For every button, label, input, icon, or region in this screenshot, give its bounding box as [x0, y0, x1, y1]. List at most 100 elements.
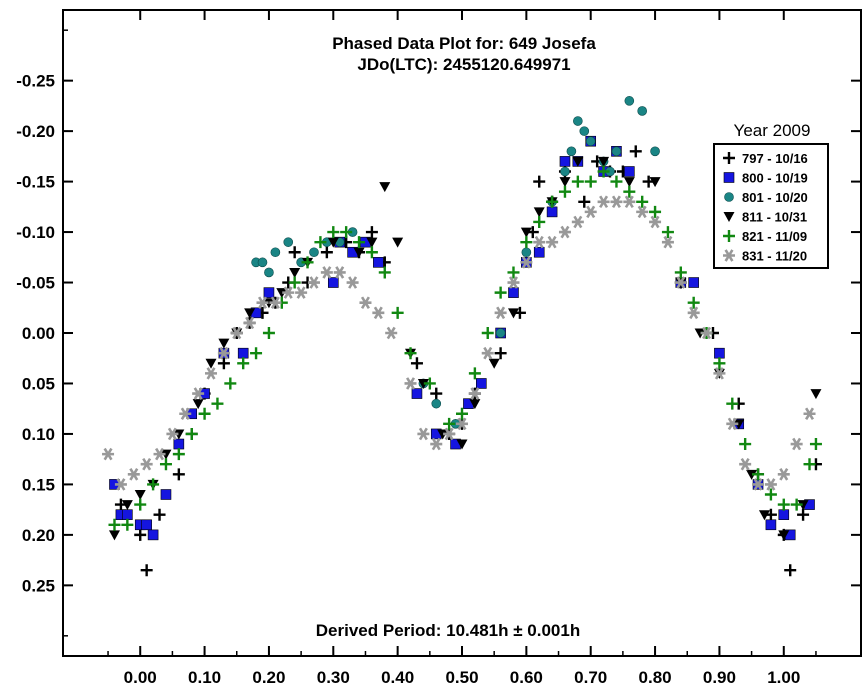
- data-point: [289, 267, 301, 278]
- data-point: [507, 276, 520, 289]
- data-point: [134, 528, 147, 541]
- data-point: [777, 498, 790, 511]
- data-point: [237, 357, 250, 370]
- data-point: [508, 287, 519, 298]
- data-point: [256, 296, 269, 309]
- data-point: [333, 266, 346, 279]
- legend-label: 801 - 10/20: [742, 190, 808, 205]
- data-point: [379, 182, 391, 193]
- data-point: [237, 347, 249, 359]
- data-point: [572, 156, 584, 167]
- data-point: [481, 327, 494, 339]
- data-point: [262, 327, 275, 339]
- x-tick-label: 0.40: [381, 668, 414, 687]
- data-point: [102, 447, 115, 461]
- legend-label: 800 - 10/19: [742, 171, 808, 186]
- data-point: [288, 276, 301, 289]
- data-point: [469, 399, 481, 410]
- data-point: [353, 236, 366, 249]
- data-point: [456, 407, 468, 420]
- data-point: [687, 306, 700, 320]
- data-point: [121, 518, 134, 531]
- y-tick-label: -0.15: [16, 173, 55, 192]
- x-tick-label: 0.80: [639, 668, 672, 687]
- x-tick-label: 0.10: [188, 668, 221, 687]
- x-tick-label: 1.00: [767, 668, 800, 687]
- axis-ticks: 0.00 0.10 0.20 0.30 0.40 0.50 0.60 0.70 0.80 0.90…: [16, 10, 861, 687]
- data-point: [365, 246, 378, 259]
- x-tick-label: 0.00: [124, 668, 157, 687]
- data-point: [611, 146, 622, 157]
- data-point: [404, 377, 417, 390]
- data-point: [314, 236, 327, 249]
- data-point: [579, 126, 590, 136]
- data-point: [173, 438, 185, 450]
- data-point: [764, 478, 777, 491]
- y-tick-label: 0.15: [22, 475, 55, 494]
- data-point: [456, 439, 468, 450]
- data-point: [147, 478, 160, 491]
- data-point: [230, 326, 243, 340]
- data-point: [559, 177, 571, 188]
- data-point: [764, 488, 777, 501]
- data-point: [571, 175, 584, 188]
- data-point: [359, 296, 372, 309]
- data-point: [288, 246, 301, 259]
- legend-label: 797 - 10/16: [742, 151, 808, 166]
- data-point: [391, 306, 404, 319]
- data-point: [172, 448, 185, 461]
- data-point: [623, 185, 636, 198]
- y-tick-label: -0.20: [16, 122, 55, 141]
- data-point: [264, 267, 274, 278]
- data-point: [713, 367, 726, 380]
- data-point: [520, 227, 532, 238]
- data-point: [153, 508, 166, 521]
- data-point: [160, 489, 172, 500]
- data-point: [205, 358, 217, 369]
- data-point: [624, 96, 635, 106]
- data-point: [739, 438, 752, 451]
- data-point: [353, 247, 365, 258]
- data-point: [521, 247, 532, 258]
- data-point: [790, 437, 803, 451]
- data-point: [733, 419, 745, 430]
- plot-frame: [62, 9, 862, 657]
- data-point: [166, 427, 179, 441]
- data-point: [417, 378, 429, 389]
- data-point: [121, 500, 133, 511]
- data-point: [218, 338, 230, 349]
- data-point: [629, 145, 642, 158]
- data-point: [585, 136, 596, 147]
- data-point: [507, 308, 519, 319]
- data-point: [108, 518, 121, 531]
- legend-marker: [723, 172, 735, 183]
- data-point: [778, 530, 790, 541]
- data-point: [558, 225, 571, 239]
- y-tick-label: 0.25: [22, 576, 55, 595]
- data-point: [649, 205, 662, 218]
- derived-period-label: Derived Period: 10.481h ± 0.001h: [316, 621, 580, 640]
- data-point: [327, 226, 340, 239]
- data-point: [456, 417, 468, 431]
- x-tick-label: 0.20: [252, 668, 285, 687]
- data-point: [283, 237, 294, 247]
- data-point: [127, 468, 140, 481]
- data-point: [546, 235, 559, 249]
- x-tick-label: 0.60: [510, 668, 543, 687]
- data-point: [431, 398, 442, 409]
- data-point: [468, 367, 481, 380]
- data-point: [546, 195, 559, 208]
- data-point: [558, 185, 571, 198]
- data-point: [624, 166, 635, 177]
- y-tick-label: -0.10: [16, 223, 55, 242]
- data-point: [309, 247, 319, 258]
- y-tick-label: 0.20: [22, 526, 55, 545]
- y-tick-label: 0.05: [22, 374, 55, 393]
- data-point: [224, 377, 237, 390]
- data-point: [185, 427, 198, 440]
- data-point: [726, 417, 739, 431]
- data-point: [192, 387, 205, 400]
- data-point: [263, 287, 275, 298]
- y-tick-label: -0.05: [16, 274, 55, 293]
- data-point: [173, 429, 185, 440]
